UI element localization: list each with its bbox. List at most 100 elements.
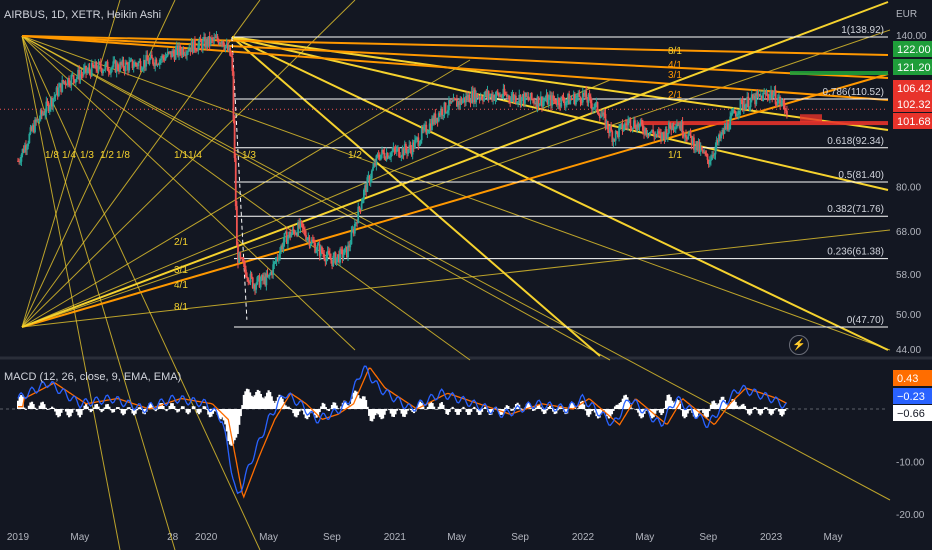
candle-body bbox=[751, 94, 754, 100]
gann-label: 1/1 bbox=[174, 150, 188, 161]
candle-body bbox=[762, 92, 764, 101]
candle-body bbox=[758, 93, 761, 96]
candle-body bbox=[761, 95, 763, 101]
candle-body bbox=[44, 112, 47, 115]
macd-histogram-bar bbox=[731, 399, 734, 409]
candle-body bbox=[29, 127, 32, 134]
candle-body bbox=[544, 100, 547, 102]
macd-histogram-bar bbox=[655, 409, 658, 411]
macd-histogram-bar bbox=[545, 409, 549, 411]
candle-body bbox=[459, 98, 462, 105]
candle-body bbox=[747, 96, 750, 109]
y-tick-label: 44.00 bbox=[896, 345, 921, 356]
candle-body bbox=[450, 101, 453, 104]
fib-level-label: 0.236(61.38) bbox=[827, 247, 884, 258]
macd-histogram-bar bbox=[768, 409, 771, 414]
macd-histogram-bar bbox=[250, 395, 253, 409]
candle-body bbox=[669, 122, 672, 129]
candle-body bbox=[408, 145, 411, 150]
macd-histogram-bar bbox=[587, 409, 590, 417]
macd-histogram-bar bbox=[664, 400, 668, 409]
candle-body bbox=[606, 121, 609, 130]
candle-body bbox=[398, 147, 400, 157]
candle-body bbox=[677, 124, 679, 127]
candle-body bbox=[254, 284, 256, 290]
candle-body bbox=[440, 108, 442, 116]
candle-body bbox=[136, 64, 138, 67]
candle-body bbox=[190, 41, 193, 52]
macd-histogram-bar bbox=[533, 409, 536, 411]
macd-histogram-bar bbox=[395, 409, 399, 411]
candle-body bbox=[618, 127, 620, 137]
macd-histogram-bar bbox=[609, 409, 612, 418]
gann-label: 1/1 bbox=[668, 150, 682, 161]
candle-body bbox=[305, 235, 307, 241]
candle-body bbox=[156, 64, 159, 66]
candle-body bbox=[178, 45, 180, 56]
gann-fan-line bbox=[21, 0, 356, 328]
candle-body bbox=[141, 68, 144, 70]
candle-body bbox=[619, 124, 622, 128]
candle-body bbox=[433, 113, 436, 124]
macd-histogram-bar bbox=[159, 403, 162, 409]
candle-body bbox=[712, 155, 715, 157]
candle-body bbox=[774, 90, 777, 105]
candle-body bbox=[620, 123, 623, 125]
candle-body bbox=[384, 158, 387, 161]
macd-histogram-bar bbox=[46, 409, 49, 410]
candle-body bbox=[370, 170, 373, 179]
candle-body bbox=[700, 147, 703, 150]
candle-body bbox=[524, 92, 526, 104]
macd-title: MACD (12, 26, close, 9, EMA, EMA) bbox=[4, 371, 182, 383]
lightning-icon[interactable]: ⚡ bbox=[789, 335, 809, 355]
candle-body bbox=[252, 284, 255, 289]
macd-histogram-bar bbox=[326, 409, 329, 411]
candle-body bbox=[19, 161, 22, 163]
macd-histogram-bar bbox=[644, 409, 648, 411]
macd-histogram-bar bbox=[666, 394, 669, 409]
macd-histogram-bar bbox=[380, 409, 383, 420]
candle-body bbox=[349, 244, 352, 248]
candle-body bbox=[224, 45, 227, 50]
candle-body bbox=[611, 131, 614, 143]
gann-fan-line bbox=[21, 35, 176, 550]
candle-body bbox=[250, 273, 253, 278]
macd-histogram-bar bbox=[66, 409, 69, 416]
macd-histogram-bar bbox=[81, 409, 85, 411]
candle-body bbox=[369, 178, 372, 183]
x-tick-label: 2022 bbox=[572, 532, 595, 543]
candle-body bbox=[536, 96, 539, 108]
candle-body bbox=[583, 92, 585, 96]
candle-body bbox=[251, 277, 254, 289]
candle-body bbox=[689, 130, 692, 136]
candle-body bbox=[27, 142, 30, 147]
candle-body bbox=[310, 239, 313, 244]
candle-body bbox=[78, 69, 81, 81]
candle-body bbox=[383, 152, 386, 159]
candle-body bbox=[755, 92, 758, 105]
macd-value-label: −0.23 bbox=[897, 391, 925, 403]
gann-fan-line bbox=[21, 35, 356, 351]
candle-body bbox=[724, 126, 727, 130]
candle-body bbox=[727, 123, 729, 130]
macd-histogram-bar bbox=[210, 409, 213, 417]
candle-body bbox=[139, 61, 142, 70]
candle-body bbox=[49, 98, 52, 107]
macd-histogram-bar bbox=[43, 404, 46, 409]
macd-histogram-bar bbox=[674, 401, 677, 409]
macd-histogram-bar bbox=[27, 405, 31, 409]
macd-histogram-bar bbox=[564, 409, 567, 415]
candle-body bbox=[206, 38, 209, 46]
candle-body bbox=[163, 57, 166, 61]
macd-histogram-bar bbox=[668, 394, 671, 409]
macd-histogram-bar bbox=[685, 409, 688, 417]
macd-histogram-bar bbox=[471, 408, 474, 409]
macd-histogram-bar bbox=[364, 400, 368, 409]
candle-body bbox=[579, 96, 582, 102]
candle-body bbox=[69, 84, 72, 86]
x-tick-label: May bbox=[824, 532, 843, 543]
macd-histogram-bar bbox=[218, 409, 221, 418]
candle-body bbox=[604, 113, 607, 128]
macd-histogram-bar bbox=[612, 409, 615, 411]
